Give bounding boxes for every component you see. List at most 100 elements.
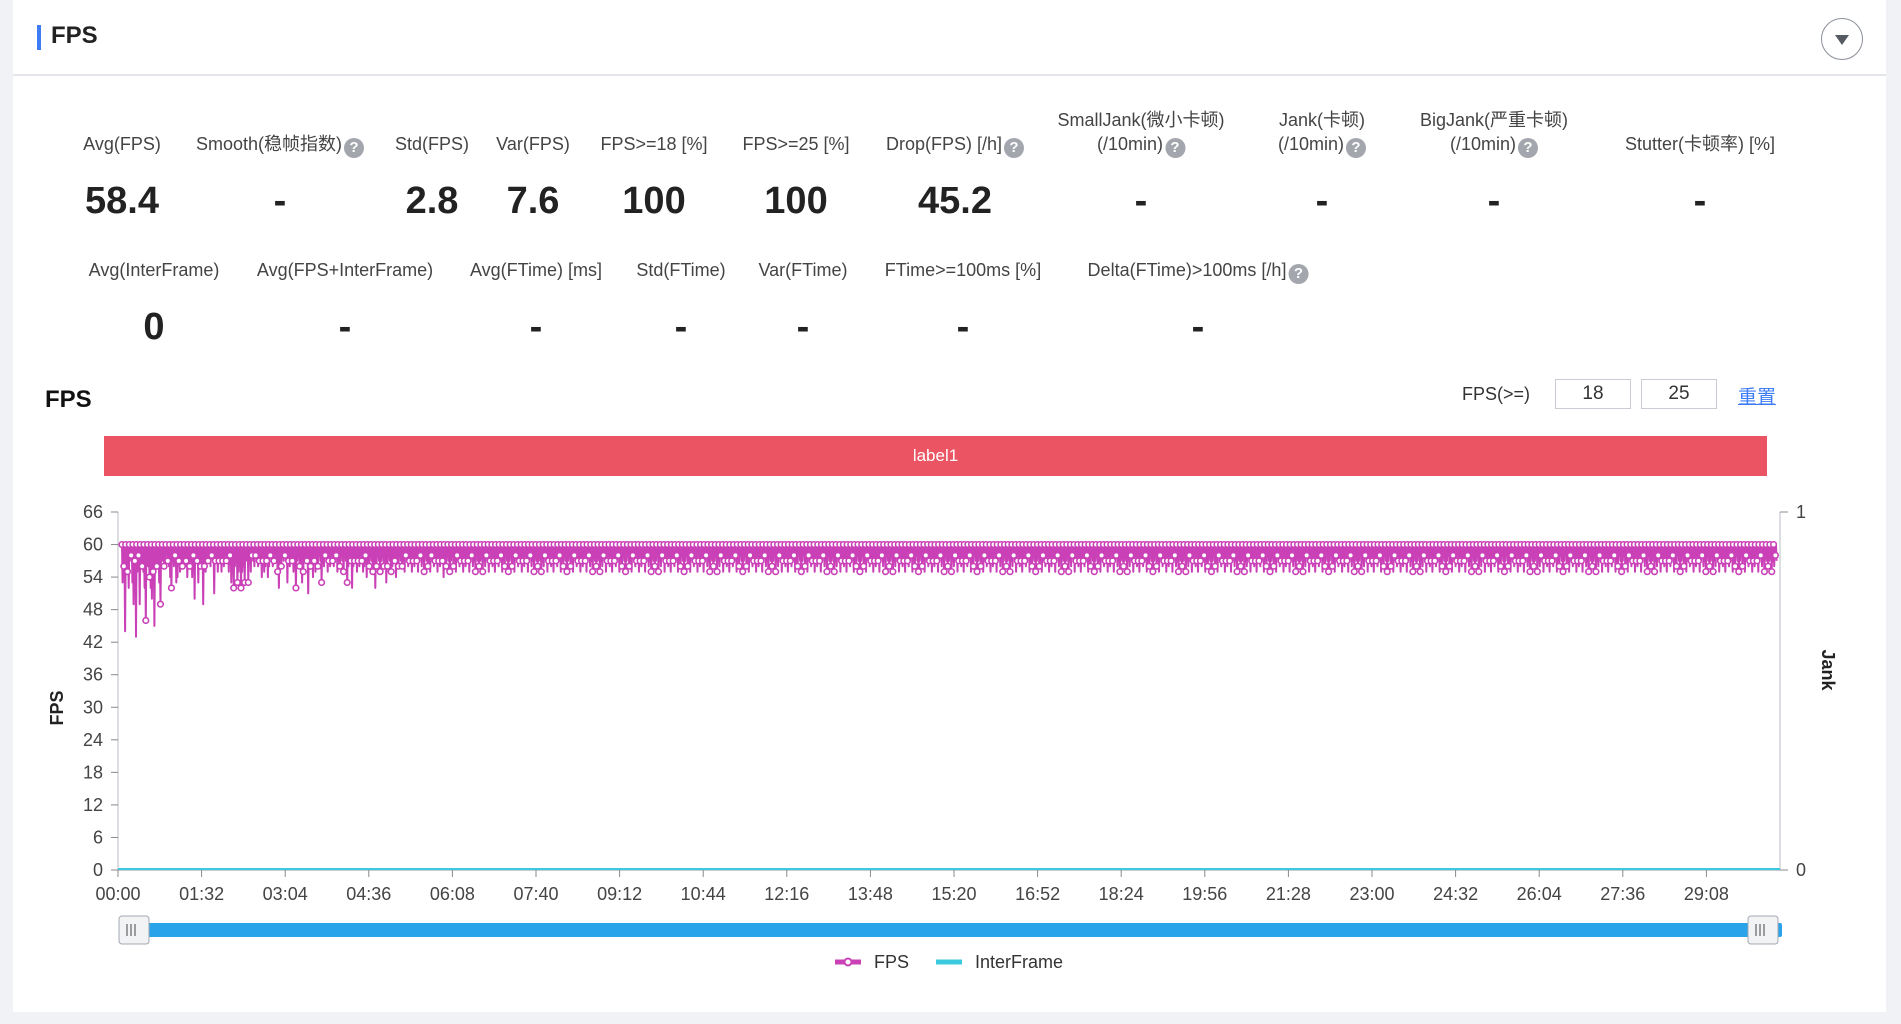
fps-data-point: [123, 568, 132, 576]
fps-data-point: [1442, 568, 1450, 576]
x-tick-label: 12:16: [764, 884, 809, 904]
fps-data-point: [208, 551, 216, 559]
help-icon[interactable]: ?: [1288, 264, 1309, 284]
fps-data-point: [1112, 551, 1120, 559]
fps-threshold-high-input[interactable]: [1641, 379, 1717, 409]
fps-data-point: [189, 551, 198, 559]
fps-data-point: [1563, 562, 1571, 570]
metric-value: 100: [622, 180, 686, 222]
fps-data-point: [1141, 551, 1150, 559]
fps-data-point: [742, 562, 750, 570]
panel-title: FPS: [51, 22, 98, 49]
fps-data-point: [717, 551, 725, 559]
fps-data-point: [1552, 551, 1560, 559]
fps-data-point: [739, 568, 747, 576]
metric-value: 2.8: [405, 180, 459, 222]
fps-data-point: [1588, 562, 1596, 570]
metric-value: 0: [143, 306, 165, 348]
fps-data-point: [1559, 568, 1567, 576]
fps-data-point: [640, 557, 648, 565]
metric-label-text: BigJank(严重卡顿): [1419, 110, 1569, 130]
fps-data-point: [252, 551, 260, 559]
header-accent-bar: [37, 25, 41, 50]
fps-data-point: [193, 557, 201, 565]
fps-data-point: [442, 562, 450, 570]
fps-data-point: [343, 578, 351, 587]
fps-data-point: [1039, 551, 1047, 559]
fps-data-point: [182, 557, 190, 565]
metric-value: -: [796, 306, 810, 348]
help-icon[interactable]: ?: [1004, 138, 1025, 158]
fps-data-point: [299, 568, 307, 576]
fps-data-point: [296, 562, 304, 570]
x-tick-label: 13:48: [848, 884, 893, 904]
fps-data-point: [944, 562, 952, 570]
fps-data-point: [713, 568, 721, 576]
range-slider-handle-left[interactable]: [118, 915, 150, 945]
legend-label-interframe: InterFrame: [975, 952, 1064, 972]
fps-data-point: [1438, 562, 1446, 570]
x-tick-label: 03:04: [263, 884, 308, 904]
y-tick-label: 54: [83, 567, 103, 587]
fps-data-point: [1702, 568, 1710, 576]
fps-data-point: [859, 562, 868, 570]
fps-data-point: [413, 557, 421, 565]
metric-value: -: [273, 180, 287, 222]
fps-data-point: [482, 551, 490, 559]
fps-data-point: [1086, 562, 1095, 570]
fps-data-point: [1178, 562, 1186, 570]
collapse-toggle-icon[interactable]: [1821, 18, 1863, 60]
y-tick-label: 42: [83, 632, 103, 652]
fps-data-point: [552, 557, 560, 565]
help-icon[interactable]: ?: [1346, 138, 1367, 158]
fps-data-point: [475, 562, 483, 570]
metric-label-text: Delta(FTime)>100ms [/h]: [1087, 260, 1287, 280]
fps-data-point: [816, 557, 824, 565]
fps-data-point: [1636, 557, 1644, 565]
fps-data-point: [416, 551, 425, 559]
fps-data-point: [1119, 562, 1128, 570]
fps-data-point: [1387, 562, 1395, 570]
fps-data-point: [1174, 568, 1183, 576]
fps-data-point: [566, 562, 575, 570]
fps-data-point: [508, 562, 516, 570]
fps-data-point: [1090, 568, 1098, 576]
label-band[interactable]: label1: [104, 436, 1767, 476]
help-icon[interactable]: ?: [344, 138, 365, 158]
help-icon[interactable]: ?: [1518, 138, 1538, 158]
fps-data-point: [1255, 557, 1263, 565]
fps-data-point: [995, 551, 1003, 559]
fps-data-point: [1672, 562, 1681, 570]
range-slider-handle-right[interactable]: [1747, 915, 1779, 945]
fps-data-point: [709, 562, 718, 570]
metric-value: 7.6: [506, 180, 560, 222]
fps-data-point: [138, 562, 146, 570]
fps-data-point: [1288, 551, 1296, 559]
help-icon[interactable]: ?: [1165, 138, 1185, 158]
metric-label-text: Var(FPS): [496, 134, 570, 154]
fps-data-point: [1434, 551, 1443, 559]
legend-label-fps: FPS: [874, 952, 910, 972]
metric-label: BigJank(严重卡顿) (/10min)?: [1420, 108, 1568, 158]
metric-label: Std(FTime): [636, 258, 725, 282]
fps-data-point: [1002, 562, 1010, 570]
legend-item-interframe[interactable]: InterFrame: [936, 952, 1063, 973]
y-axis-label: FPS: [47, 690, 67, 725]
fps-data-point: [1350, 568, 1358, 576]
range-slider-track[interactable]: [122, 923, 1782, 937]
fps-data-point: [823, 568, 831, 576]
fps-data-point: [387, 568, 395, 576]
fps-data-point: [1526, 568, 1534, 576]
fps-data-point: [907, 551, 915, 559]
fps-data-point: [735, 562, 743, 570]
fps-data-point: [1769, 540, 1778, 549]
fps-data-point: [940, 568, 948, 576]
fps-data-point: [852, 562, 860, 570]
fps-data-point: [680, 568, 688, 576]
fps-threshold-low-input[interactable]: [1555, 379, 1631, 409]
legend-item-fps[interactable]: FPS: [835, 952, 909, 973]
fps-data-point: [1211, 562, 1219, 570]
fps-data-point: [790, 551, 798, 559]
fps-data-point: [1094, 562, 1102, 570]
reset-button[interactable]: 重置: [1738, 387, 1777, 408]
